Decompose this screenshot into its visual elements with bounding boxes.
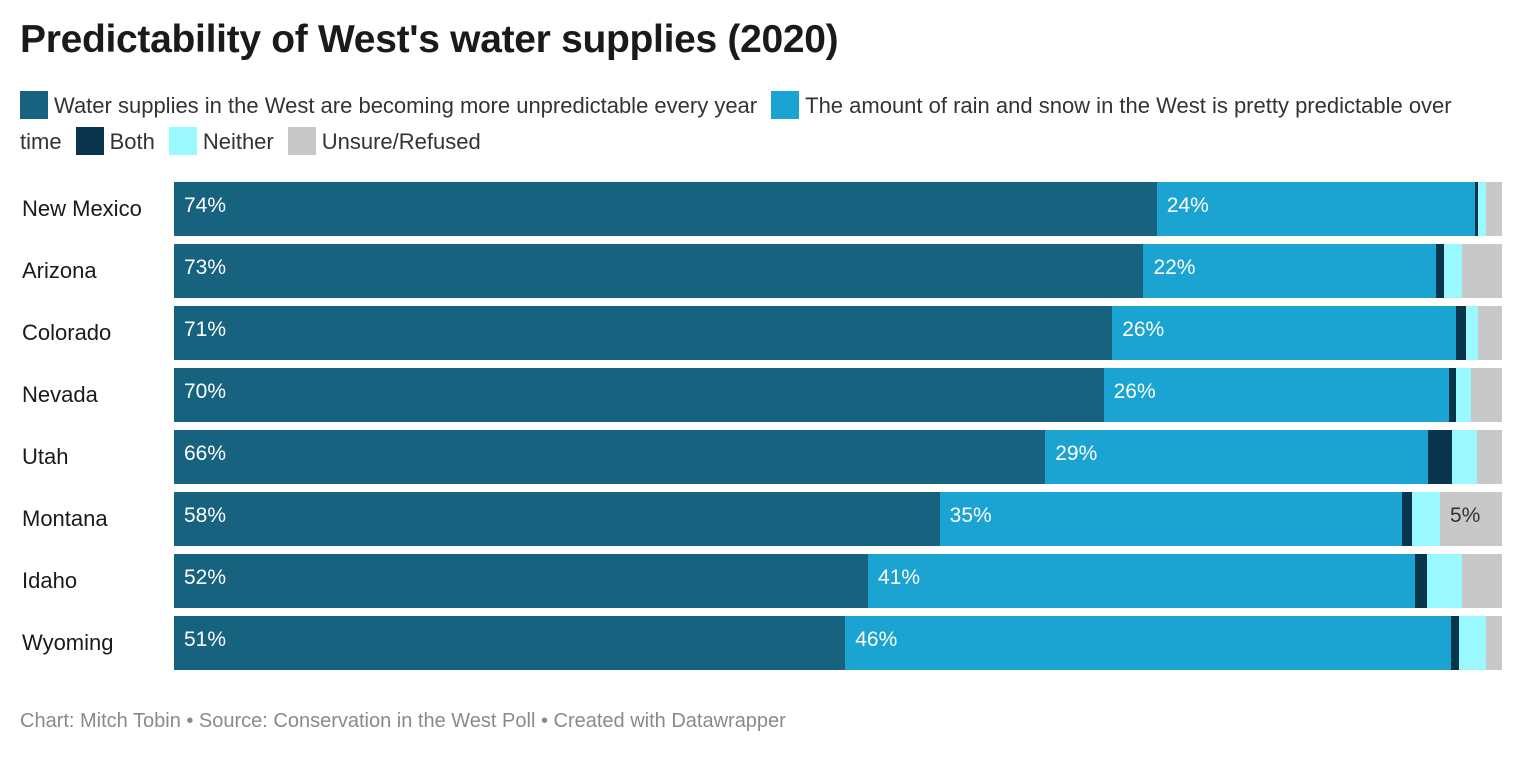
bar-segment [1478, 182, 1487, 236]
data-label: 71% [184, 318, 227, 341]
data-label: 70% [184, 380, 227, 403]
bar-segment: 71% [174, 306, 1113, 360]
category-label: Idaho [22, 568, 78, 593]
data-label: 35% [949, 504, 992, 527]
bar-segment [1476, 430, 1502, 484]
bar-row: 74% 24% [174, 182, 1502, 236]
chart-title: Predictability of West's water supplies … [20, 18, 839, 61]
bar-segment: 74% [174, 182, 1157, 236]
legend-item-2: Both [75, 127, 155, 155]
bar-segment [1401, 492, 1413, 546]
bar-segment [1435, 244, 1444, 298]
bar-segment: 26% [1112, 306, 1456, 360]
bar-segment: 46% [845, 616, 1451, 670]
data-label: 58% [184, 504, 227, 527]
bar-row: 51% 46% [174, 616, 1502, 670]
bar-segment: 22% [1143, 244, 1436, 298]
bar-segment [1443, 244, 1463, 298]
data-label: 46% [855, 628, 898, 651]
bar-row: 52% 41% [174, 554, 1502, 608]
bar-segment [1466, 306, 1479, 360]
bar-row: 73% 22% [174, 244, 1502, 298]
legend-label: Unsure/Refused [321, 129, 481, 154]
legend-item-3: Neither [168, 127, 274, 155]
category-label: New Mexico [22, 196, 142, 221]
legend-item-1: The amount of rain and snow in the West … [20, 91, 1452, 154]
bar-segment [1458, 616, 1487, 670]
bar-segment: 70% [174, 368, 1104, 422]
category-label: Nevada [22, 382, 98, 407]
bar-segment: 26% [1103, 368, 1449, 422]
legend-label: Both [109, 129, 155, 154]
bar-row: 70% 26% [174, 368, 1502, 422]
bar-segment: 29% [1045, 430, 1429, 484]
bar-segment [1451, 430, 1477, 484]
bar-segment [1471, 368, 1502, 422]
bar-segment: 5% [1439, 492, 1502, 546]
legend-swatch [168, 127, 197, 155]
bar-segment [1427, 554, 1462, 608]
bar-segment: 73% [174, 244, 1144, 298]
bar-segment [1475, 182, 1479, 236]
bar-segment [1478, 306, 1502, 360]
data-label: 5% [1449, 504, 1481, 527]
bar-segment: 35% [939, 492, 1402, 546]
data-label: 73% [184, 256, 227, 279]
bar-segment [1415, 554, 1428, 608]
category-label: Arizona [22, 258, 97, 283]
bar-segment [1448, 368, 1456, 422]
data-label: 22% [1153, 256, 1196, 279]
bar-segment: 24% [1156, 182, 1476, 236]
bar-segment [1455, 306, 1467, 360]
legend-swatch [20, 91, 48, 119]
data-label: 52% [184, 566, 227, 589]
data-label: 66% [184, 442, 227, 465]
legend-label: Water supplies in the West are becoming … [54, 93, 758, 118]
data-label: 24% [1166, 194, 1209, 217]
data-label: 29% [1055, 442, 1098, 465]
legend-swatch [287, 127, 316, 155]
chart-footer: Chart: Mitch Tobin • Source: Conservatio… [20, 710, 786, 732]
stacked-bar-chart: New Mexico 74% 24% Arizona 73% 22% Colorado 71%… [0, 176, 1526, 676]
data-label: 51% [184, 628, 227, 651]
legend-item-4: Unsure/Refused [287, 127, 481, 155]
data-label: 41% [878, 566, 921, 589]
bar-segment [1428, 430, 1452, 484]
bar-row: 71% 26% [174, 306, 1502, 360]
bar-segment [1450, 616, 1459, 670]
category-label: Montana [22, 506, 108, 531]
bar-row: 66% 29% [174, 430, 1502, 484]
bar-segment [1486, 182, 1502, 236]
legend-label: Neither [202, 129, 274, 154]
data-label: 74% [184, 194, 227, 217]
legend: Water supplies in the West are becoming … [20, 88, 1500, 160]
category-label: Wyoming [22, 630, 114, 655]
bar-segment [1462, 244, 1502, 298]
legend-label: The amount of rain and snow in the West … [20, 93, 1452, 154]
bar-row: 58% 35% 5% [174, 492, 1502, 546]
data-label: 26% [1122, 318, 1165, 341]
bar-segment: 41% [868, 554, 1416, 608]
category-label: Colorado [22, 320, 112, 345]
bar-segment [1455, 368, 1472, 422]
legend-swatch [771, 91, 800, 119]
bar-segment: 51% [174, 616, 846, 670]
legend-item-0: Water supplies in the West are becoming … [20, 91, 758, 119]
bar-segment: 58% [174, 492, 940, 546]
bar-segment: 66% [174, 430, 1046, 484]
bar-segment [1461, 554, 1502, 608]
bar-segment [1486, 616, 1502, 670]
data-label: 26% [1113, 380, 1156, 403]
category-label: Utah [22, 444, 69, 469]
legend-swatch [75, 127, 104, 155]
bar-segment: 52% [174, 554, 869, 608]
bar-segment [1412, 492, 1440, 546]
